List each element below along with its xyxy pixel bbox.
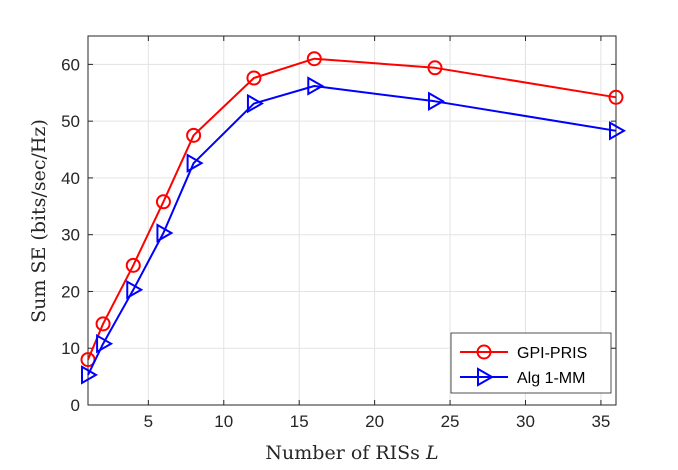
y-tick-label: 0 <box>71 396 80 415</box>
axis-ticks: 5 10 15 20 25 30 35 0 10 20 30 40 50 60 <box>61 36 616 431</box>
plot-area-frame <box>87 35 617 406</box>
x-tick-label: 25 <box>441 412 460 431</box>
y-axis-label: Sum SE (bits/sec/Hz) <box>28 119 50 323</box>
data-point-gpi-pris <box>125 257 141 273</box>
x-axis-label-text: Number of RISs <box>265 442 420 464</box>
series <box>80 51 627 385</box>
legend: GPI-PRIS Alg 1-MM <box>450 332 612 394</box>
grid <box>88 36 616 406</box>
legend-label-gpi-pris: GPI-PRIS <box>517 345 587 362</box>
series-line-alg-1-mm <box>87 85 617 376</box>
legend-marker-alg-1-mm <box>477 367 495 387</box>
data-point-alg-1-mm <box>81 365 99 385</box>
y-tick-label: 20 <box>61 282 80 301</box>
data-point-alg-1-mm <box>96 333 114 354</box>
x-tick-label: 30 <box>516 412 535 431</box>
data-point-alg-1-mm <box>156 223 174 243</box>
data-point-gpi-pris <box>95 316 111 332</box>
data-point-gpi-pris <box>306 51 322 67</box>
legend-label-alg-1-mm: Alg 1-MM <box>517 370 585 387</box>
data-point-alg-1-mm <box>307 76 325 96</box>
x-tick-label: 20 <box>365 412 384 431</box>
data-point-alg-1-mm <box>126 280 144 300</box>
y-tick-label: 10 <box>61 339 80 358</box>
y-tick-label: 50 <box>61 112 80 131</box>
data-point-gpi-pris <box>608 89 624 105</box>
x-tick-label: 10 <box>214 412 233 431</box>
x-axis-label-variable: L <box>425 442 439 464</box>
y-tick-label: 40 <box>61 169 80 188</box>
data-point-alg-1-mm <box>186 153 204 173</box>
y-tick-label: 60 <box>61 55 80 74</box>
data-point-alg-1-mm <box>246 93 264 114</box>
y-tick-label: 30 <box>61 226 80 245</box>
data-point-alg-1-mm <box>609 121 627 141</box>
x-tick-label: 15 <box>290 412 309 431</box>
data-point-gpi-pris <box>186 127 202 143</box>
data-point-gpi-pris <box>246 70 262 86</box>
data-point-gpi-pris <box>155 194 171 210</box>
data-point-alg-1-mm <box>427 91 445 112</box>
legend-marker-gpi-pris <box>476 344 492 360</box>
data-point-gpi-pris <box>427 60 443 76</box>
x-axis-label: Number of RISs L <box>265 442 438 464</box>
x-tick-label: 5 <box>144 412 153 431</box>
x-tick-label: 35 <box>591 412 610 431</box>
series-line-gpi-pris <box>87 57 617 360</box>
